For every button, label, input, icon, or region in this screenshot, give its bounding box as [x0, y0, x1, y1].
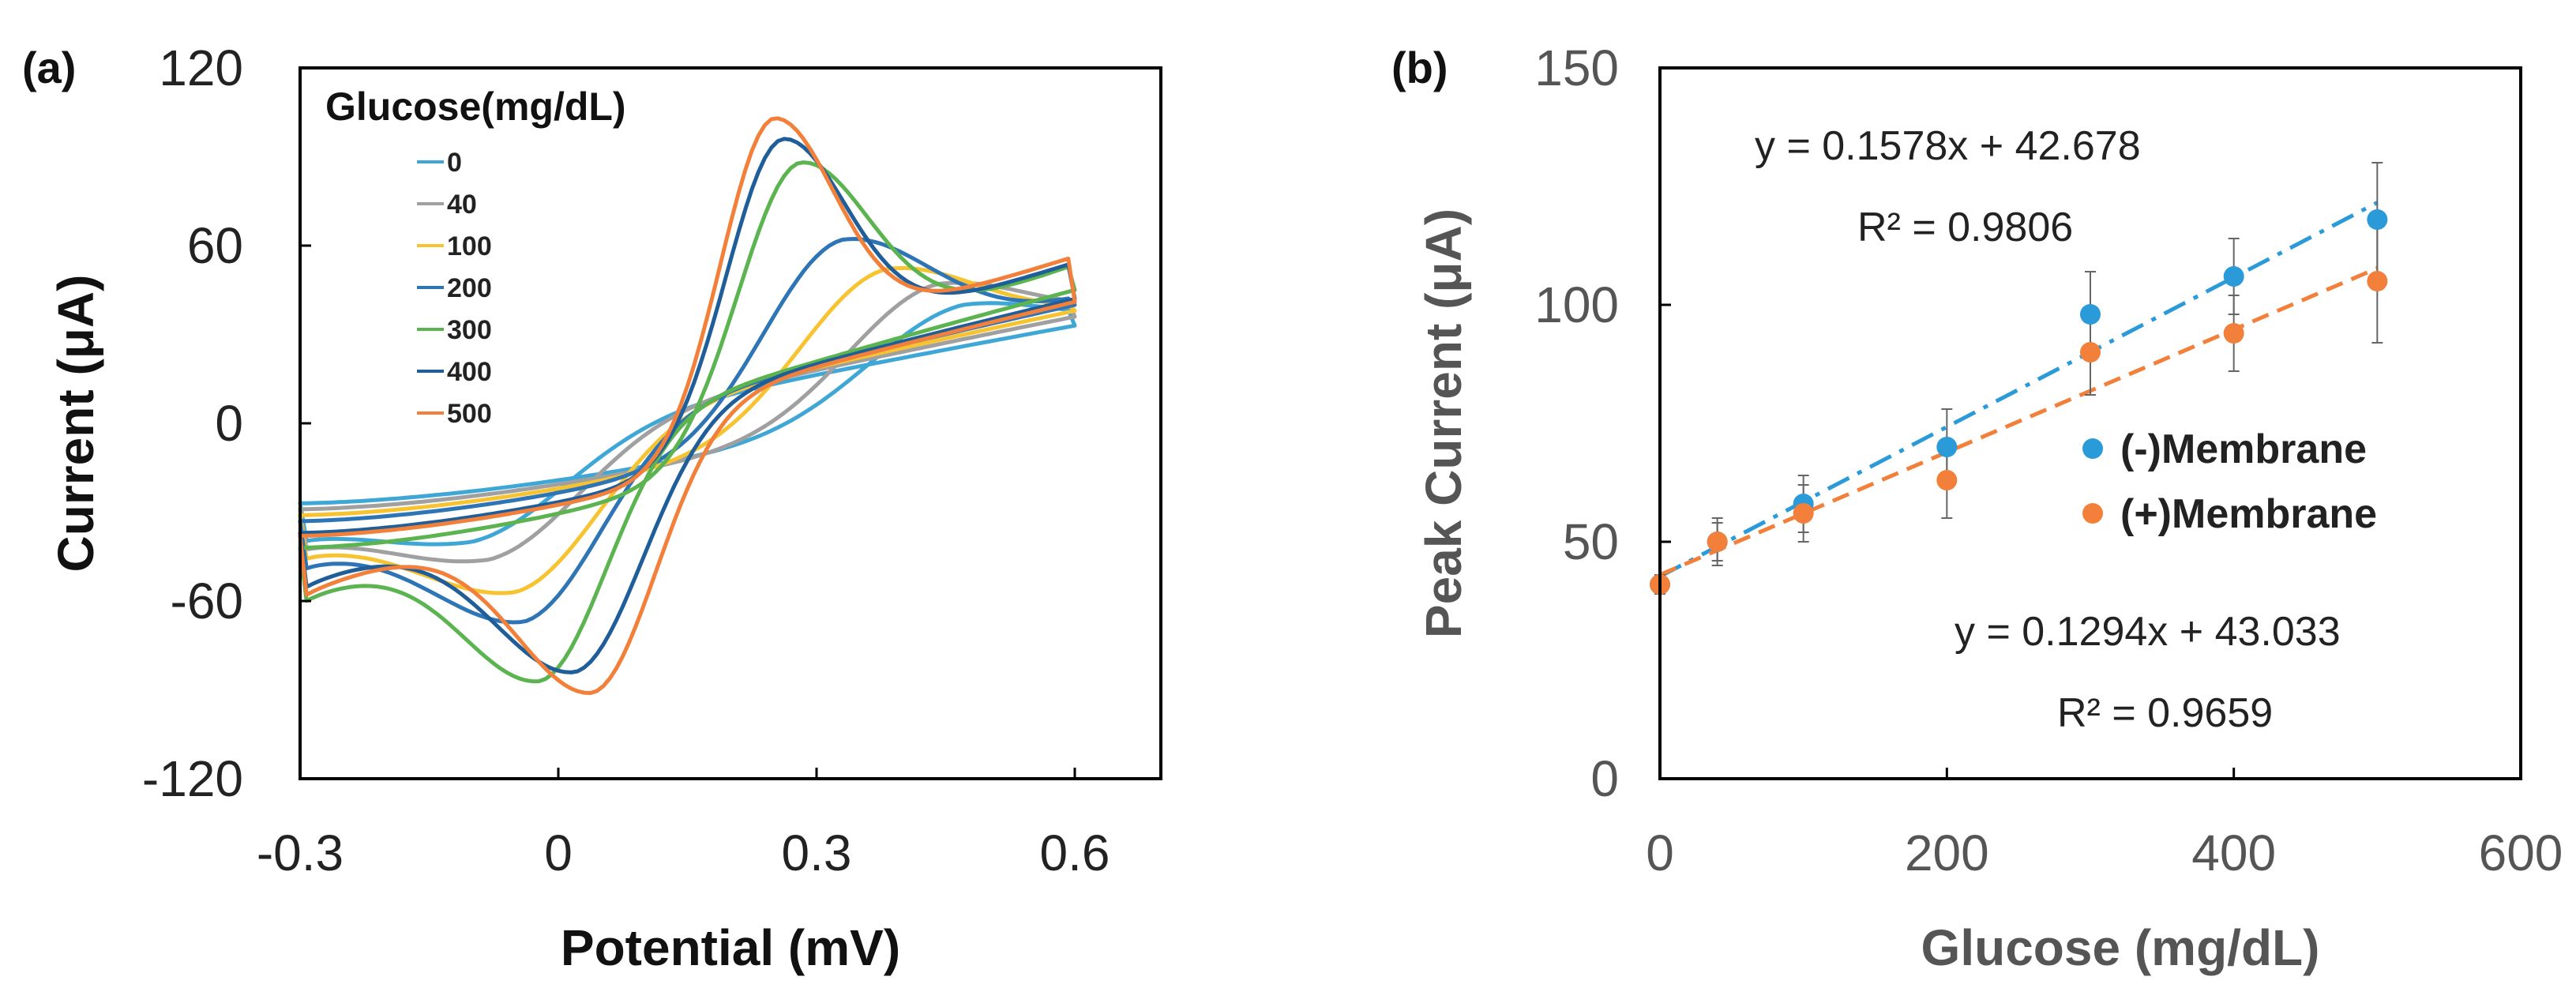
- panel-b-ticks: [1658, 66, 2522, 780]
- legend-label-minus: (-)Membrane: [2120, 426, 2367, 472]
- data-point-plus: [1793, 503, 1814, 524]
- y-tick-label: 0: [215, 395, 243, 452]
- legend-label-200: 200: [447, 273, 492, 303]
- y-tick-label: -60: [171, 573, 244, 629]
- data-point-minus: [2223, 266, 2244, 287]
- y-tick-label: 0: [1590, 750, 1619, 807]
- y-tick-label: 120: [159, 39, 243, 96]
- panel-a-label: (a): [22, 43, 76, 92]
- legend-label-plus: (+)Membrane: [2120, 491, 2377, 537]
- cv-curve-400: [298, 137, 1077, 674]
- x-tick-label: 600: [2479, 825, 2563, 881]
- panel-b-x-axis-title: Glucose (mg/dL): [1921, 919, 2320, 976]
- legend-label-40: 40: [447, 190, 477, 220]
- fit-lines: [1658, 201, 2379, 579]
- cv-curve-100: [298, 265, 1077, 595]
- legend-title: Glucose(mg/dL): [325, 85, 626, 129]
- legend-label-400: 400: [447, 357, 492, 387]
- data-point-plus: [2367, 271, 2388, 291]
- data-point-plus: [2080, 342, 2101, 363]
- fit-line-minus: [1658, 201, 2379, 579]
- fit-equation-minus: y = 0.1578x + 42.678: [1755, 123, 2141, 169]
- x-tick-label: 200: [1905, 825, 1989, 881]
- panel-b-legend: (-)Membrane (+)Membrane: [2082, 426, 2377, 537]
- x-tick-label: 0: [544, 825, 573, 881]
- cv-curve-300: [298, 160, 1077, 684]
- panel-b-y-tick-labels: 150 100 50 0: [1534, 39, 1619, 807]
- legend-label-300: 300: [447, 315, 492, 345]
- panel-a-y-tick-labels: 120 60 0 -60 -120: [142, 39, 243, 807]
- x-tick-label: -0.3: [257, 825, 344, 881]
- data-points: [1650, 209, 2388, 595]
- y-tick-label: 100: [1534, 276, 1619, 333]
- panel-a-legend: 0 40 100 200 300 400 500: [417, 148, 492, 429]
- data-point-plus: [1707, 532, 1728, 552]
- data-point-minus: [2367, 209, 2388, 230]
- panel-a-x-tick-labels: -0.3 0 0.3 0.6: [257, 825, 1110, 881]
- legend-marker-plus: [2082, 503, 2103, 524]
- data-point-minus: [1936, 437, 1958, 457]
- panel-a-ticks: [299, 66, 1076, 780]
- panel-b-y-axis-title: Peak Current (μA): [1415, 208, 1472, 638]
- legend-label-500: 500: [447, 399, 492, 429]
- x-tick-label: 0: [1646, 825, 1674, 881]
- panel-a-y-axis-title: Current (μA): [47, 275, 104, 573]
- panel-b-x-tick-labels: 0 200 400 600: [1646, 825, 2563, 881]
- cv-curves: [298, 116, 1077, 695]
- panel-a: (a) 120 60 0 -60 -120 -0.3 0 0.3 0.6 Potential …: [22, 39, 1162, 976]
- fit-equation-plus: y = 0.1294x + 43.033: [1955, 609, 2341, 655]
- cv-curve-500: [298, 116, 1077, 695]
- x-tick-label: 400: [2191, 825, 2276, 881]
- y-tick-label: 60: [187, 217, 243, 274]
- panel-a-x-axis-title: Potential (mV): [561, 919, 900, 976]
- x-tick-label: 0.6: [1040, 825, 1110, 881]
- fit-line-plus: [1659, 266, 2379, 577]
- data-point-plus: [1936, 470, 1958, 490]
- fit-r2-plus: R² = 0.9659: [2057, 690, 2273, 736]
- data-point-minus: [2080, 304, 2101, 325]
- y-tick-label: -120: [142, 750, 243, 807]
- panel-b: (b) 150 100 50 0 0 200 400 600 Glucose (mg/dL)…: [1391, 39, 2563, 976]
- panel-b-plot-frame: [1658, 66, 2522, 780]
- panel-b-label: (b): [1391, 43, 1448, 92]
- x-tick-label: 0.3: [782, 825, 852, 881]
- fit-r2-minus: R² = 0.9806: [1857, 205, 2073, 250]
- legend-label-100: 100: [447, 231, 492, 261]
- y-tick-label: 50: [1563, 513, 1619, 570]
- legend-marker-minus: [2082, 438, 2103, 459]
- cv-curve-200: [298, 237, 1077, 625]
- cv-curve-40: [298, 280, 1077, 564]
- data-point-plus: [2223, 323, 2244, 344]
- y-tick-label: 150: [1534, 39, 1619, 96]
- legend-label-0: 0: [447, 148, 462, 178]
